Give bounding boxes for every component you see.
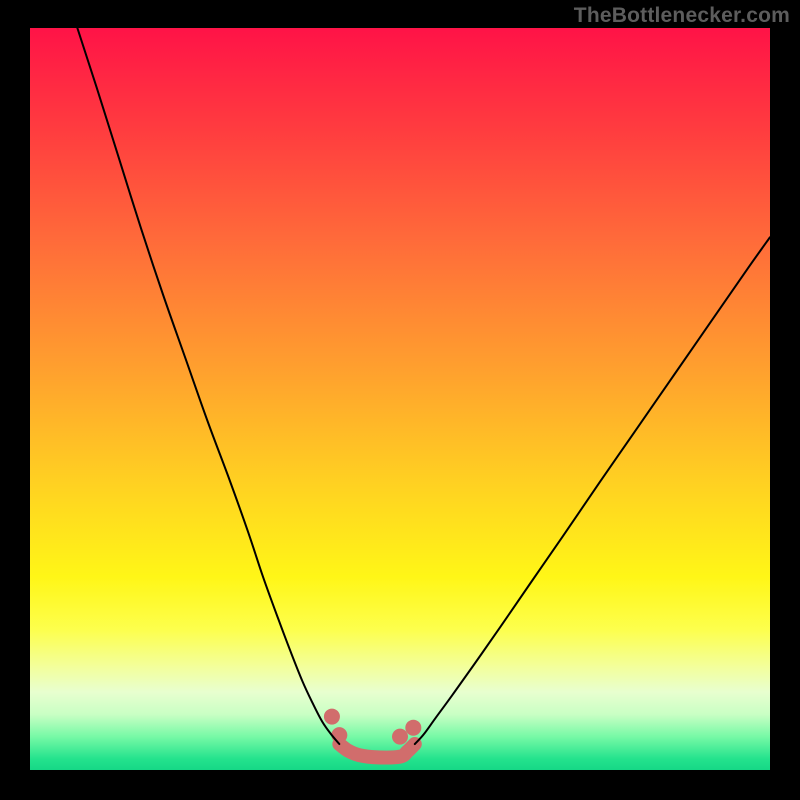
bottom-data-dot bbox=[392, 729, 408, 745]
bottom-data-dot bbox=[331, 727, 347, 743]
bottom-data-dot bbox=[324, 709, 340, 725]
chart-plot-area bbox=[30, 28, 770, 770]
chart-background bbox=[30, 28, 770, 770]
chart-svg bbox=[30, 28, 770, 770]
watermark-text: TheBottlenecker.com bbox=[574, 4, 790, 28]
bottom-data-dot bbox=[405, 720, 421, 736]
